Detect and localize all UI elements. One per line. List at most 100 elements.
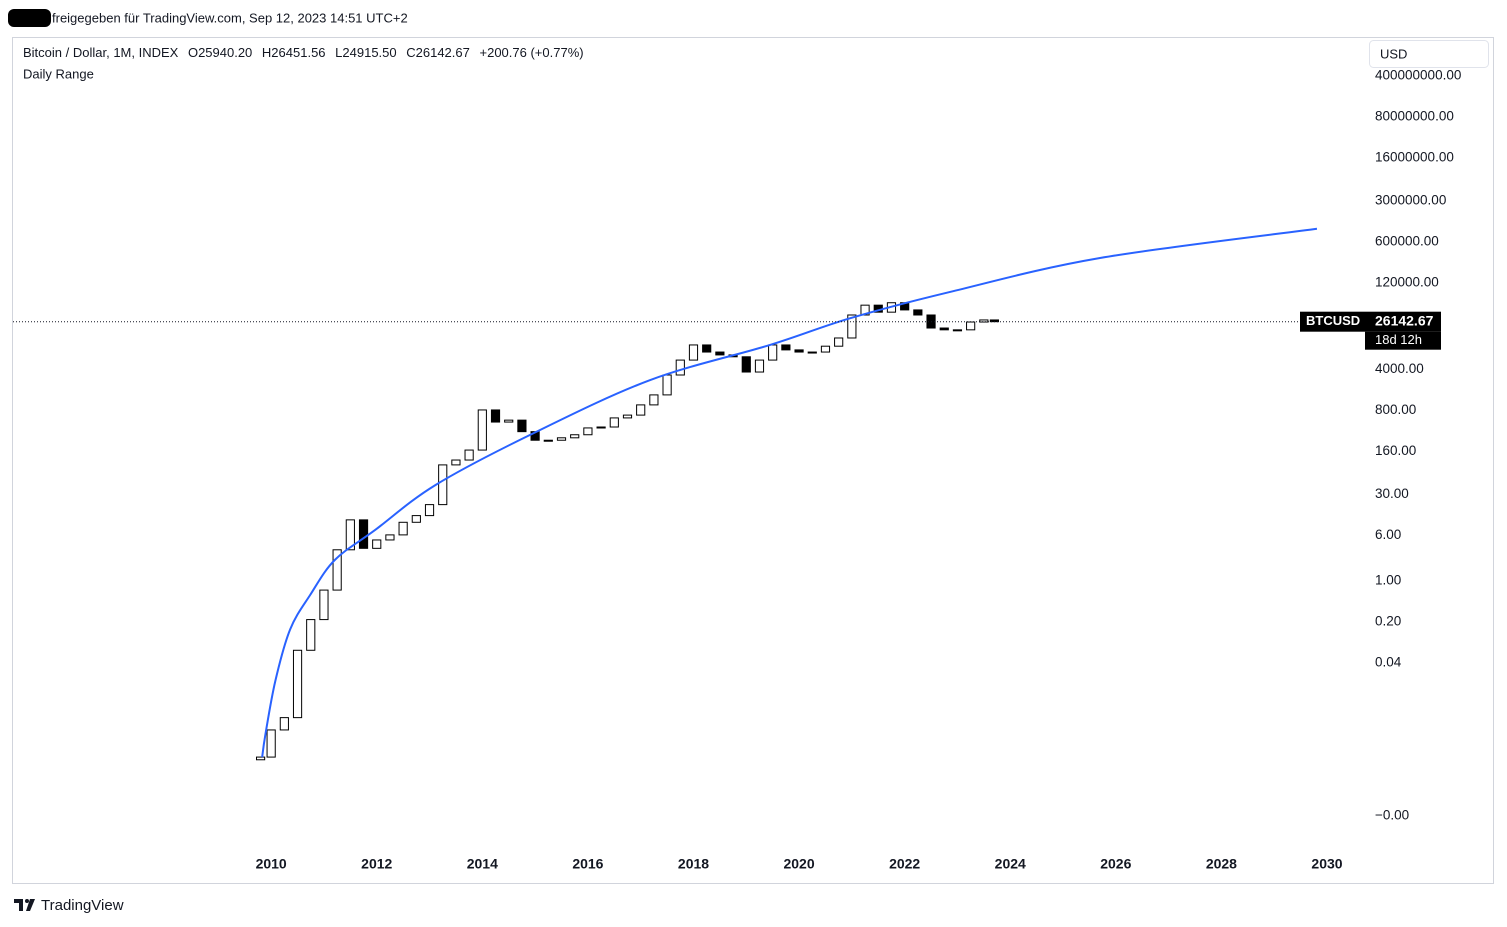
x-tick-label: 2012	[361, 856, 392, 872]
candle-body	[675, 359, 685, 376]
candle-body	[807, 351, 817, 354]
y-tick-label: 3000000.00	[1375, 192, 1446, 207]
y-tick-label: 80000000.00	[1375, 109, 1454, 124]
candle-body	[292, 649, 303, 719]
x-tick-label: 2010	[256, 856, 287, 872]
symbol: Bitcoin / Dollar, 1M, INDEX	[23, 45, 179, 60]
candle-body	[504, 419, 514, 423]
candle-body	[622, 414, 633, 419]
candle-body	[715, 351, 725, 356]
candle-body	[279, 717, 289, 731]
y-tick-label: 6.00	[1375, 527, 1401, 542]
candle-body	[477, 409, 487, 451]
candle-body	[860, 304, 870, 316]
logo-part	[26, 899, 35, 911]
x-tick-label: 2024	[995, 856, 1026, 872]
candle-body	[913, 309, 923, 316]
candle-body	[688, 344, 699, 361]
candle-body	[256, 756, 266, 761]
candle-body	[979, 319, 989, 323]
pane-border	[12, 37, 1494, 884]
candle-body	[939, 327, 949, 331]
legend-symbol: Bitcoin / Dollar, 1M, INDEX O25940.20 H2…	[23, 45, 584, 60]
currency[interactable]: USD	[1380, 46, 1407, 61]
candle-body	[636, 404, 646, 416]
candle-body	[517, 419, 527, 433]
x-tick-label: 2018	[678, 856, 709, 872]
price-label-bg	[1300, 311, 1441, 332]
candle-body	[847, 314, 857, 339]
candle-body	[319, 589, 329, 621]
footer-brand: TradingView	[41, 897, 124, 914]
candle-body	[345, 519, 355, 551]
candle-body	[768, 344, 778, 361]
candle-body	[609, 417, 619, 428]
candle-body	[556, 437, 567, 441]
candle-body	[820, 345, 831, 353]
candle-body	[596, 426, 606, 429]
y-tick-label: 800.00	[1375, 402, 1416, 417]
ohlc-high: H26451.56	[262, 45, 326, 60]
price-label-value: 26142.67	[1375, 312, 1434, 328]
y-tick-label: 600000.00	[1375, 233, 1439, 248]
candle-body	[966, 321, 976, 331]
candle-body	[702, 344, 712, 353]
indicator-name: Daily Range	[23, 66, 94, 81]
candle-body	[781, 344, 791, 351]
x-tick-label: 2030	[1311, 856, 1342, 872]
candle-body	[649, 394, 659, 406]
candle-body	[741, 356, 751, 373]
ohlc-open: O25940.20	[188, 45, 252, 60]
candle-body	[306, 619, 316, 651]
candle-body	[398, 521, 408, 536]
ohlc-close: C26142.67	[406, 45, 470, 60]
candle-body	[583, 427, 593, 436]
indicator-line	[261, 227, 1318, 758]
logo-part	[25, 899, 29, 903]
logo-part	[14, 899, 23, 911]
ohlc-low: L24915.50	[335, 45, 396, 60]
countdown-bg	[1365, 331, 1441, 350]
candle-body	[464, 449, 474, 461]
candle-body	[332, 549, 342, 591]
candle-body	[358, 519, 369, 549]
x-tick-label: 2020	[783, 856, 814, 872]
candle-body	[424, 504, 435, 517]
currency-button[interactable]	[1369, 40, 1489, 68]
candle-body	[438, 464, 448, 506]
y-tick-label: −0.00	[1375, 807, 1409, 822]
candle-body	[411, 515, 421, 523]
y-tick-label: 1.00	[1375, 573, 1401, 588]
candle-body	[266, 729, 276, 758]
x-tick-label: 2022	[889, 856, 920, 872]
candle-body	[543, 439, 553, 442]
candle-body	[451, 459, 461, 466]
y-tick-label: 160.00	[1375, 443, 1416, 458]
x-tick-label: 2014	[467, 856, 498, 872]
redaction	[8, 9, 51, 27]
y-tick-label: 16000000.00	[1375, 150, 1454, 165]
footer-logo	[14, 899, 35, 911]
candle-body	[794, 349, 804, 353]
y-tick-label: 4000.00	[1375, 361, 1424, 376]
shared-by: freigegeben für TradingView.com, Sep 12,…	[52, 10, 408, 25]
countdown: 18d 12h	[1375, 332, 1422, 347]
y-tick-label: 0.04	[1375, 655, 1402, 670]
price-label-symbol: BTCUSD	[1306, 313, 1360, 328]
y-tick-label: 30.00	[1375, 486, 1409, 501]
candle-body	[662, 374, 672, 396]
x-tick-label: 2016	[572, 856, 603, 872]
candle-body	[754, 359, 765, 373]
candle-body	[372, 539, 382, 549]
ohlc-change: +200.76 (+0.77%)	[480, 45, 584, 60]
candle-body	[385, 534, 395, 541]
y-tick-label: 0.20	[1375, 614, 1401, 629]
candle-body	[490, 409, 501, 423]
candle-body	[834, 337, 844, 347]
candle-body	[952, 329, 963, 332]
candle-body	[570, 434, 580, 439]
y-tick-label: 120000.00	[1375, 274, 1439, 289]
x-tick-label: 2026	[1100, 856, 1131, 872]
